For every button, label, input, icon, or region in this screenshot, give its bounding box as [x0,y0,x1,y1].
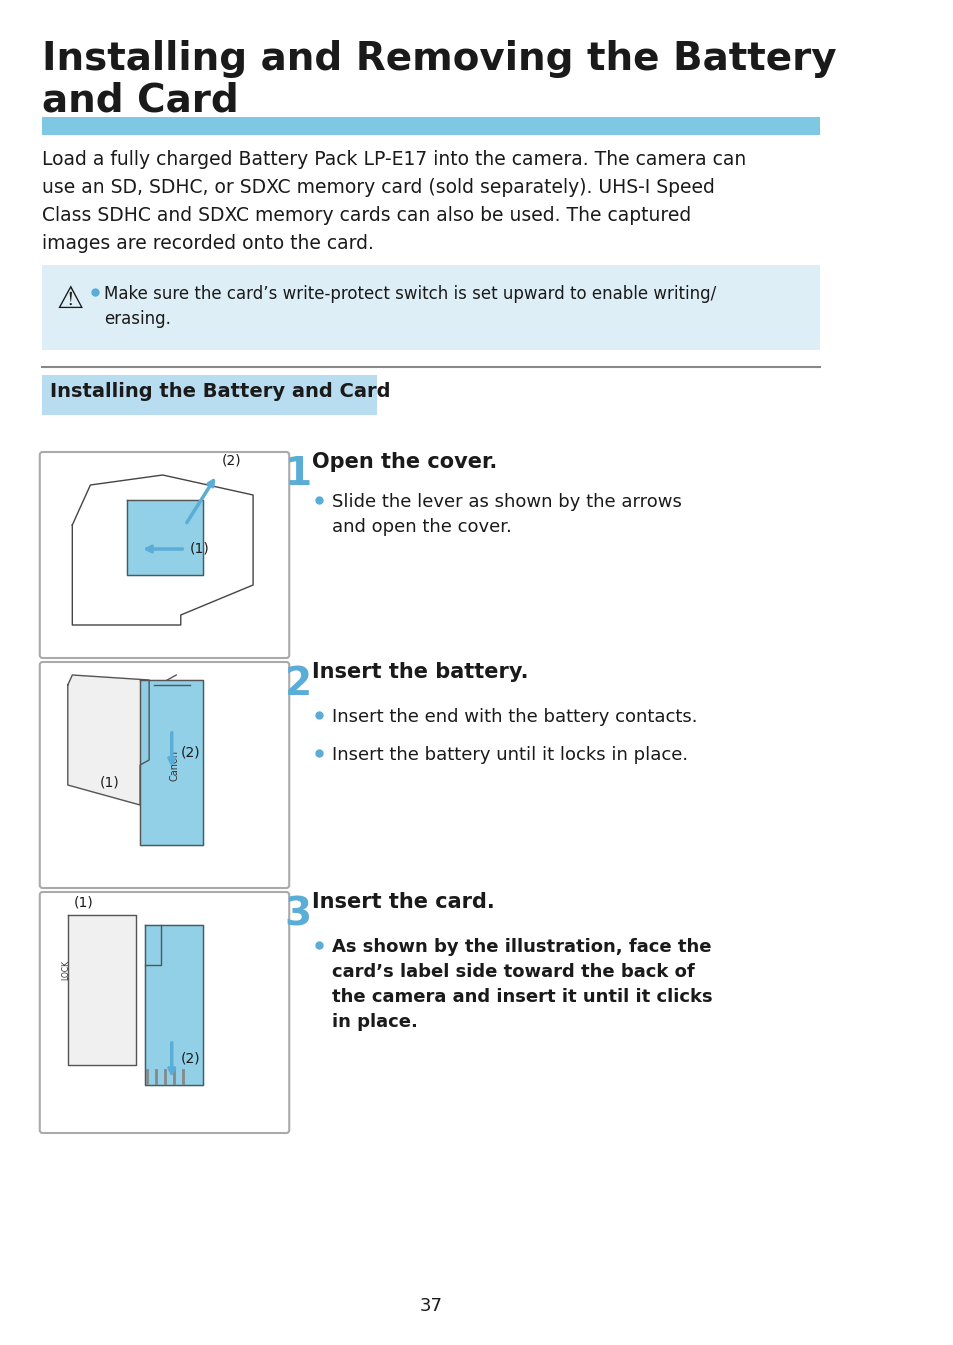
Text: ⚠: ⚠ [56,285,83,313]
Text: Insert the battery until it locks in place.: Insert the battery until it locks in pla… [332,746,687,764]
Polygon shape [68,915,135,1065]
Text: As shown by the illustration, face the
card’s label side toward the back of
the : As shown by the illustration, face the c… [332,937,712,1032]
Text: Installing and Removing the Battery: Installing and Removing the Battery [43,40,836,78]
Text: 37: 37 [419,1297,442,1315]
FancyBboxPatch shape [40,892,289,1132]
Text: (1): (1) [74,896,93,911]
Text: (2): (2) [221,453,241,467]
Text: (2): (2) [180,1050,200,1065]
Text: 2: 2 [284,664,312,703]
Text: (1): (1) [99,776,119,790]
FancyBboxPatch shape [43,117,819,134]
FancyBboxPatch shape [40,662,289,888]
Text: (2): (2) [180,746,200,760]
Text: Installing the Battery and Card: Installing the Battery and Card [50,382,390,401]
Polygon shape [127,500,203,576]
Polygon shape [68,675,149,806]
Polygon shape [140,681,203,845]
Text: 3: 3 [284,894,312,933]
Text: and Card: and Card [43,82,239,120]
Text: Make sure the card’s write-protect switch is set upward to enable writing/
erasi: Make sure the card’s write-protect switc… [104,285,716,328]
FancyBboxPatch shape [40,452,289,658]
Polygon shape [72,475,253,625]
Text: LOCK: LOCK [61,960,71,981]
Text: Insert the card.: Insert the card. [312,892,494,912]
Text: Insert the end with the battery contacts.: Insert the end with the battery contacts… [332,707,697,726]
Text: Slide the lever as shown by the arrows
and open the cover.: Slide the lever as shown by the arrows a… [332,494,680,537]
Text: Canon: Canon [170,749,180,780]
Text: 1: 1 [284,455,312,494]
Text: Insert the battery.: Insert the battery. [312,662,528,682]
Text: Open the cover.: Open the cover. [312,452,497,472]
Text: Load a fully charged Battery Pack LP-E17 into the camera. The camera can
use an : Load a fully charged Battery Pack LP-E17… [43,151,746,253]
FancyBboxPatch shape [43,265,819,350]
Text: (1): (1) [190,541,210,555]
Polygon shape [145,925,203,1085]
FancyBboxPatch shape [43,375,376,416]
